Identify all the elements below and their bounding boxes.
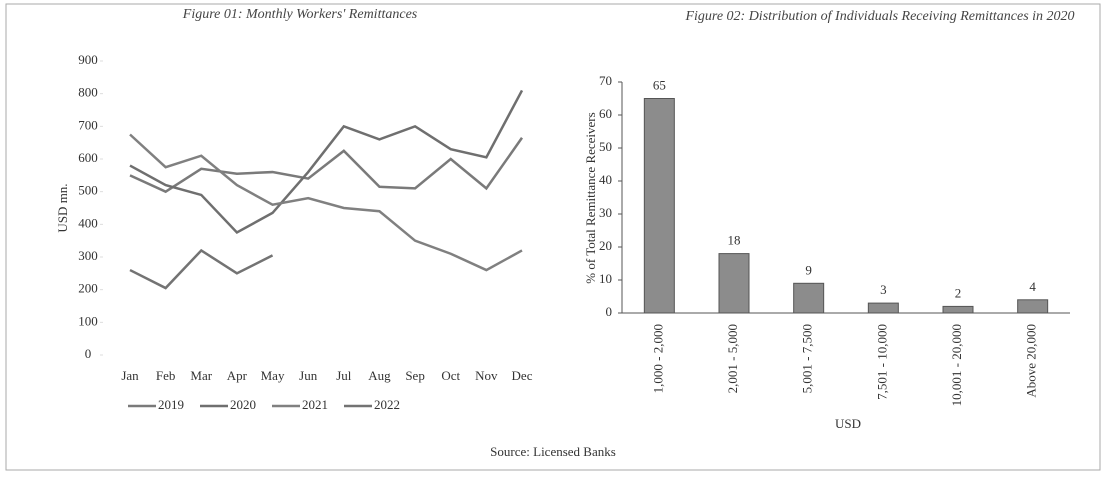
x-axis-label: USD — [835, 416, 861, 431]
x-tick-label: Oct — [441, 368, 460, 383]
data-label: 9 — [805, 262, 812, 277]
y-tick-label: 30 — [599, 205, 612, 220]
data-label: 2 — [955, 285, 962, 300]
line-series — [129, 89, 524, 235]
x-tick-label: Jan — [121, 368, 139, 383]
data-label: 65 — [653, 77, 666, 92]
legend-label: 2020 — [230, 397, 256, 412]
x-tick-label: Jul — [336, 368, 352, 383]
x-tick-label: Above 20,000 — [1024, 324, 1039, 398]
x-tick-label: Aug — [368, 368, 391, 383]
line-series — [129, 248, 274, 290]
y-axis-label: % of Total Remittance Receivers — [583, 112, 598, 283]
legend-label: 2019 — [158, 397, 184, 412]
x-tick-label: Feb — [156, 368, 176, 383]
line-series — [129, 133, 523, 272]
line-series — [129, 137, 524, 194]
x-tick-label: Jun — [299, 368, 318, 383]
bar — [643, 98, 675, 314]
source: Source: Licensed Banks — [490, 444, 616, 459]
chart-title: Figure 01: Monthly Workers' Remittances — [182, 7, 418, 22]
y-tick-label: 800 — [78, 85, 98, 100]
bar — [793, 282, 825, 314]
y-tick-label: 0 — [85, 346, 92, 361]
legend-label: 2022 — [374, 397, 400, 412]
x-tick-label: Dec — [512, 368, 533, 383]
y-axis-label: USD mn. — [55, 183, 70, 232]
bar — [867, 302, 899, 314]
data-label: 3 — [880, 282, 887, 297]
y-tick-label: 40 — [599, 172, 612, 187]
bar — [1017, 299, 1049, 314]
y-tick-label: 900 — [78, 52, 98, 67]
x-tick-label: 2,001 - 5,000 — [725, 324, 740, 393]
data-label: 18 — [728, 233, 741, 248]
bar — [718, 253, 750, 314]
y-tick-label: 700 — [78, 117, 98, 132]
bar — [942, 305, 974, 314]
chart-title: Figure 02: Distribution of Individuals R… — [685, 9, 1075, 24]
x-tick-label: Nov — [475, 368, 498, 383]
x-tick-label: Mar — [190, 368, 212, 383]
y-tick-label: 500 — [78, 183, 98, 198]
x-tick-label: May — [261, 368, 285, 383]
y-tick-label: 400 — [78, 215, 98, 230]
y-tick-label: 20 — [599, 238, 612, 253]
y-tick-label: 300 — [78, 248, 98, 263]
y-tick-label: 100 — [78, 313, 98, 328]
x-tick-label: Sep — [405, 368, 425, 383]
data-label: 4 — [1029, 279, 1036, 294]
x-tick-label: 1,000 - 2,000 — [650, 324, 665, 393]
legend-label: 2021 — [302, 397, 328, 412]
x-tick-label: 5,001 - 7,500 — [800, 324, 815, 393]
y-tick-label: 60 — [599, 106, 612, 121]
frame — [5, 3, 1101, 471]
y-tick-label: 0 — [606, 304, 613, 319]
x-tick-label: 10,001 - 20,000 — [949, 324, 964, 406]
x-tick-label: 7,501 - 10,000 — [874, 324, 889, 400]
y-tick-label: 200 — [78, 281, 98, 296]
x-tick-label: Apr — [227, 368, 248, 383]
y-tick-label: 10 — [599, 271, 612, 286]
y-tick-label: 600 — [78, 150, 98, 165]
y-tick-label: 70 — [599, 73, 612, 88]
y-tick-label: 50 — [599, 139, 612, 154]
